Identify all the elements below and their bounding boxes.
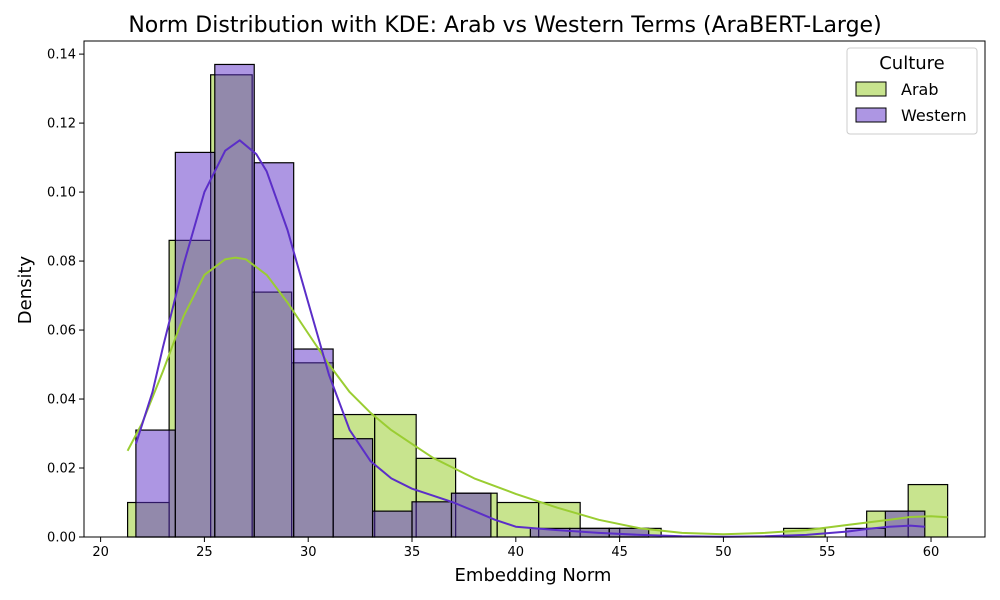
y-tick-label: 0.04 bbox=[47, 393, 76, 408]
legend-swatch-western bbox=[855, 107, 887, 123]
arab-kde-line bbox=[126, 256, 948, 536]
legend: Culture Arab Western bbox=[846, 47, 978, 135]
x-axis: 20 25 30 35 40 45 50 55 60 bbox=[92, 537, 939, 560]
western-bin-3 bbox=[253, 162, 295, 538]
western-kde-line bbox=[134, 139, 925, 538]
chart-title: Norm Distribution with KDE: Arab vs West… bbox=[128, 13, 881, 38]
legend-label-arab: Arab bbox=[901, 80, 938, 99]
y-tick-label: 0.12 bbox=[47, 117, 76, 132]
legend-label-western: Western bbox=[901, 106, 967, 125]
legend-swatch-arab bbox=[855, 81, 887, 97]
kde-lines bbox=[126, 139, 948, 538]
western-bin-7 bbox=[411, 501, 453, 538]
x-tick-label: 30 bbox=[300, 545, 317, 560]
x-tick-label: 20 bbox=[92, 545, 109, 560]
western-bin-4 bbox=[293, 348, 334, 538]
y-tick-label: 0.02 bbox=[47, 462, 76, 477]
y-axis: 0.00 0.02 0.04 0.06 0.08 0.10 0.12 0.14 bbox=[47, 48, 84, 546]
x-tick-label: 35 bbox=[404, 545, 421, 560]
x-tick-label: 25 bbox=[196, 545, 213, 560]
x-axis-title: Embedding Norm bbox=[455, 565, 612, 586]
y-tick-label: 0.14 bbox=[47, 48, 76, 63]
y-tick-label: 0.00 bbox=[47, 531, 76, 546]
y-tick-label: 0.10 bbox=[47, 186, 76, 201]
x-tick-label: 55 bbox=[819, 545, 836, 560]
y-tick-label: 0.06 bbox=[47, 324, 76, 339]
x-tick-label: 50 bbox=[715, 545, 732, 560]
y-axis-title: Density bbox=[15, 255, 36, 324]
legend-title: Culture bbox=[879, 53, 945, 74]
western-bin-2 bbox=[214, 63, 255, 538]
x-tick-label: 60 bbox=[923, 545, 940, 560]
western-bins bbox=[135, 63, 926, 538]
western-bin-6 bbox=[371, 510, 413, 538]
plot-frame bbox=[83, 40, 986, 538]
western-bin-0 bbox=[135, 429, 176, 538]
x-tick-label: 45 bbox=[611, 545, 628, 560]
western-bin-19 bbox=[884, 510, 926, 538]
western-bin-5 bbox=[332, 438, 374, 538]
western-bin-1 bbox=[174, 151, 216, 538]
x-tick-label: 40 bbox=[508, 545, 525, 560]
y-tick-label: 0.08 bbox=[47, 255, 76, 270]
